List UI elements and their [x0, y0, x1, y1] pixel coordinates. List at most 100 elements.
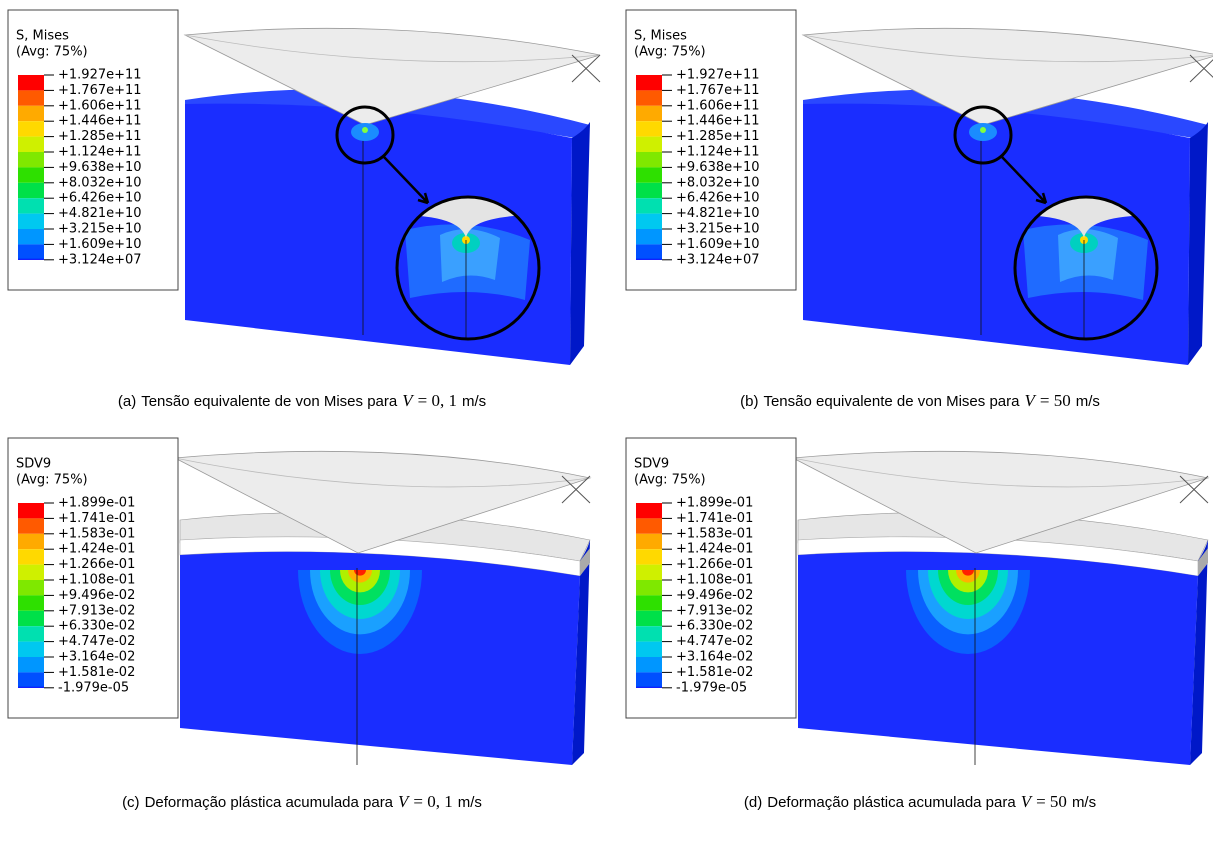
legend-label: +1.124e+11	[58, 145, 142, 160]
legend-swatch	[636, 626, 662, 641]
legend-swatch	[18, 534, 44, 549]
legend-swatch	[636, 167, 662, 182]
specimen	[175, 451, 590, 765]
legend-swatch	[18, 672, 44, 687]
legend-swatch	[636, 657, 662, 672]
panel: S, Mises(Avg: 75%)+1.927e+11+1.767e+11+1…	[626, 10, 1213, 410]
panel: SDV9(Avg: 75%)+1.899e-01+1.741e-01+1.583…	[626, 438, 1208, 811]
legend: SDV9(Avg: 75%)+1.899e-01+1.741e-01+1.583…	[626, 438, 796, 718]
legend-label: +9.496e-02	[58, 588, 135, 603]
legend-swatch	[636, 244, 662, 259]
legend-title: (Avg: 75%)	[16, 45, 88, 60]
legend-label: +3.124e+07	[676, 252, 760, 267]
caption-var: V	[1024, 391, 1037, 410]
block-side	[1188, 122, 1208, 365]
caption-label: (a)	[118, 393, 136, 410]
legend-swatch	[18, 229, 44, 244]
legend-swatch	[636, 672, 662, 687]
legend-swatch	[636, 214, 662, 229]
legend-label: +1.424e-01	[676, 542, 753, 557]
specimen	[185, 28, 600, 365]
legend-swatch	[18, 244, 44, 259]
specimen	[803, 28, 1213, 365]
legend-swatch	[18, 626, 44, 641]
legend-label: +3.215e+10	[676, 222, 760, 237]
legend-swatch	[636, 121, 662, 136]
legend-swatch	[18, 137, 44, 152]
legend-swatch	[636, 518, 662, 533]
legend-swatch	[18, 549, 44, 564]
legend-swatch	[636, 565, 662, 580]
legend-label: -1.979e-05	[58, 680, 129, 695]
legend-swatch	[636, 534, 662, 549]
legend-label: +3.215e+10	[58, 222, 142, 237]
legend-swatch	[18, 657, 44, 672]
legend-swatch	[18, 503, 44, 518]
legend-label: +6.426e+10	[58, 191, 142, 206]
legend-swatch	[636, 229, 662, 244]
legend-swatch	[636, 137, 662, 152]
legend-label: +1.606e+11	[676, 98, 760, 113]
legend-label: +9.638e+10	[676, 160, 760, 175]
legend-title: SDV9	[16, 457, 51, 472]
legend-bottom	[18, 687, 44, 688]
legend-label: +1.285e+11	[58, 129, 142, 144]
legend-label: +4.821e+10	[58, 206, 142, 221]
legend-label: +4.821e+10	[676, 206, 760, 221]
block-side	[570, 122, 590, 365]
legend-swatch	[636, 152, 662, 167]
caption-text: Tensão equivalente de von Mises para	[141, 393, 398, 410]
legend-label: +6.330e-02	[676, 619, 753, 634]
caption-var: V	[398, 792, 411, 811]
caption-unit: m/s	[1076, 393, 1100, 410]
legend-swatch	[636, 183, 662, 198]
legend-swatch	[18, 183, 44, 198]
legend: SDV9(Avg: 75%)+1.899e-01+1.741e-01+1.583…	[8, 438, 178, 718]
hot-core	[362, 127, 368, 133]
legend-label: +1.581e-02	[676, 665, 753, 680]
legend-label: +1.266e-01	[676, 557, 753, 572]
caption-expr: = 50	[1040, 391, 1071, 410]
legend-swatch	[18, 90, 44, 105]
legend-label: +7.913e-02	[58, 603, 135, 618]
hot-core	[980, 127, 986, 133]
legend-label: +1.741e-01	[676, 511, 753, 526]
legend-label: +1.899e-01	[58, 496, 135, 511]
legend-label: +1.124e+11	[676, 145, 760, 160]
legend-label: +1.266e-01	[58, 557, 135, 572]
legend-label: +1.446e+11	[676, 114, 760, 129]
legend-swatch	[636, 642, 662, 657]
legend-swatch	[636, 503, 662, 518]
panel: S, Mises(Avg: 75%)+1.927e+11+1.767e+11+1…	[8, 10, 600, 410]
legend-swatch	[18, 106, 44, 121]
legend-label: +1.606e+11	[58, 98, 142, 113]
legend-swatch	[18, 642, 44, 657]
legend-title: S, Mises	[634, 29, 687, 44]
caption-expr: = 0, 1	[413, 792, 452, 811]
legend-label: +8.032e+10	[676, 175, 760, 190]
legend-label: +3.164e-02	[58, 650, 135, 665]
legend-swatch	[636, 580, 662, 595]
legend-label: +1.767e+11	[676, 83, 760, 98]
legend-title: S, Mises	[16, 29, 69, 44]
legend-swatch	[636, 90, 662, 105]
legend-swatch	[18, 75, 44, 90]
panel: SDV9(Avg: 75%)+1.899e-01+1.741e-01+1.583…	[8, 438, 590, 811]
legend-label: +1.767e+11	[58, 83, 142, 98]
legend-swatch	[636, 106, 662, 121]
legend-swatch	[18, 595, 44, 610]
legend-label: +6.330e-02	[58, 619, 135, 634]
legend-swatch	[18, 611, 44, 626]
legend-label: +1.583e-01	[676, 526, 753, 541]
legend-title: SDV9	[634, 457, 669, 472]
legend-swatch	[18, 518, 44, 533]
specimen	[793, 451, 1208, 765]
legend-bottom	[636, 687, 662, 688]
legend-swatch	[18, 152, 44, 167]
legend-label: +1.583e-01	[58, 526, 135, 541]
caption-expr: = 0, 1	[418, 391, 457, 410]
legend: S, Mises(Avg: 75%)+1.927e+11+1.767e+11+1…	[626, 10, 796, 290]
